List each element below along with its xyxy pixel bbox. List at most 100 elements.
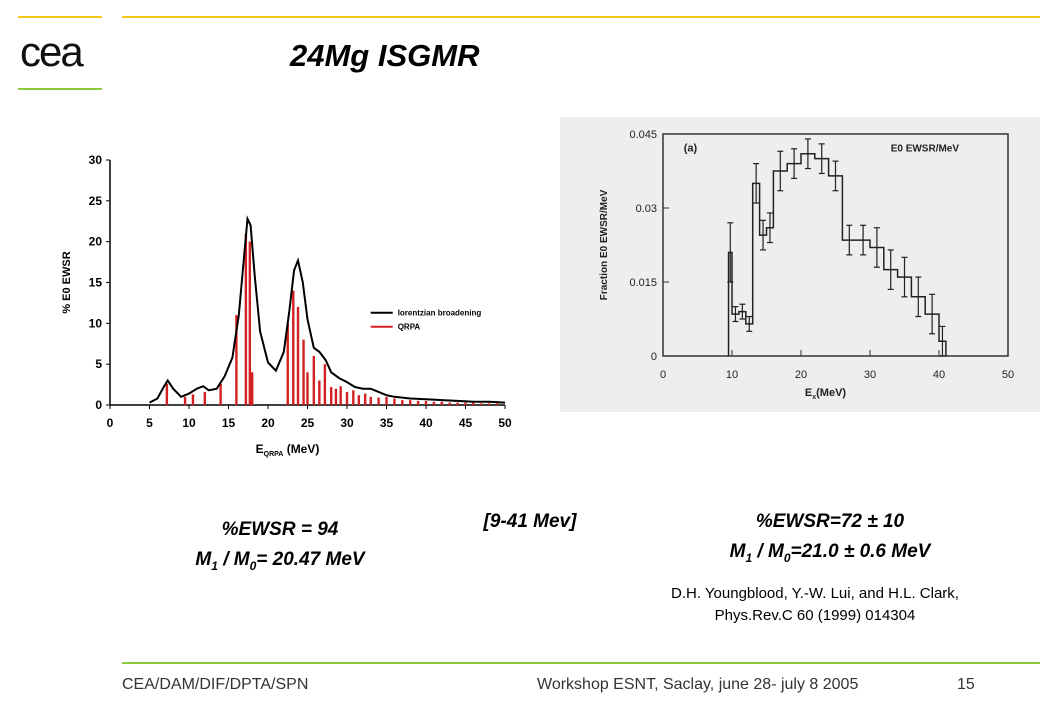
qrpa-bar [219,383,222,405]
logo-bottom-rule [18,88,102,90]
x-tick-label: 45 [459,416,473,430]
page-number: 15 [957,676,975,693]
qrpa-bar [401,400,404,405]
qrpa-bar [296,307,300,405]
range-label: [9-41 Mev] [483,511,577,532]
qrpa-bar [318,380,321,405]
qrpa-bar [393,398,396,405]
x-tick-label: 0 [107,416,114,430]
qrpa-bar [286,323,289,405]
y-tick-label: 30 [89,153,103,167]
x-tick-label: 35 [380,416,394,430]
qrpa-bar [292,290,295,405]
reference: D.H. Youngblood, Y.-W. Lui, and H.L. Cla… [610,583,1020,627]
qrpa-bar [306,372,309,405]
cea-logo: cea [20,32,86,74]
qrpa-bar [456,402,459,405]
qrpa-bar [440,401,443,405]
panel-label: (a) [684,142,698,154]
qrpa-bar [302,339,305,405]
y-tick-label: 15 [89,276,103,290]
y-tick-label: 0.015 [629,277,657,289]
slide-title: 24Mg ISGMR [290,38,480,73]
left-result: %EWSR = 94 M1 / M0= 20.47 MeV [140,515,420,581]
qrpa-bar [432,401,436,405]
reference-line-1: D.H. Youngblood, Y.-W. Lui, and H.L. Cla… [671,585,959,602]
footer-event: Workshop ESNT, Saclay, june 28- july 8 2… [537,676,859,693]
reference-line-2: Phys.Rev.C 60 (1999) 014304 [714,607,916,624]
footer-rule [122,662,1040,664]
qrpa-bar [251,372,254,405]
qrpa-bar [424,400,428,405]
legend-label-qrpa: QRPA [398,323,421,332]
legend-text: E0 EWSR/MeV [891,143,960,154]
logo-top-rule [18,16,102,18]
qrpa-bar [495,403,499,405]
ewsr-histogram [727,152,947,356]
x-tick-label: 30 [864,369,876,381]
qrpa-bar [191,394,195,405]
y-tick-label: 20 [89,235,103,249]
qrpa-bar [377,397,380,405]
qrpa-bar [488,403,491,405]
y-tick-label: 0.03 [636,203,657,215]
y-tick-label: 10 [89,316,103,330]
qrpa-bar [416,400,420,405]
legend-label-lorentzian: lorentzian broadening [398,309,482,318]
experimental-ewsr-chart: 0 0.015 0.03 0.045 0 10 20 30 40 50 Fraction E0 EW… [560,117,1040,412]
left-m1-m0: M1 / M0= 20.47 MeV [195,549,365,573]
right-ewsr-percent: %EWSR=72 ± 10 [755,511,905,532]
qrpa-bar [448,402,451,405]
x-tick-label: 25 [301,416,315,430]
qrpa-bar [203,391,206,405]
cea-logo-text: cea [20,32,84,74]
qrpa-bar [330,387,333,405]
x-tick-label: 50 [498,416,512,430]
qrpa-bar [352,390,355,405]
qrpa-bar [312,356,316,405]
header-rule [122,16,1040,18]
y-tick-label: 0 [95,398,102,412]
right-m1-m0: M1 / M0=21.0 ± 0.6 MeV [729,541,931,565]
qrpa-bar [480,403,483,405]
qrpa-bar [464,402,467,405]
y-tick-label: 0.045 [629,129,657,141]
x-tick-label: 10 [726,369,738,381]
qrpa-bar [248,241,252,405]
y-tick-label: 0 [651,351,657,363]
qrpa-bar [244,233,248,405]
x-tick-label: 0 [660,369,666,381]
qrpa-bar [323,364,327,405]
qrpa-ewsr-chart: 0 5 10 15 20 25 30 0 5 10 15 20 25 30 35 40 45 50 % E0 EWS… [61,153,512,458]
qrpa-bar [409,400,412,405]
qrpa-bar [472,402,475,405]
qrpa-bar [334,388,338,405]
qrpa-bar [385,396,388,405]
qrpa-bar [183,396,187,405]
qrpa-bar [339,386,342,405]
qrpa-bar [235,315,238,405]
x-tick-label: 30 [340,416,354,430]
x-axis-label: EQRPA (MeV) [256,442,320,458]
y-axis-label: Fraction E0 EWSR/MeV [599,189,610,300]
x-tick-label: 15 [222,416,236,430]
x-axis-label: Ex(MeV) [805,387,847,401]
left-ewsr-percent: %EWSR = 94 [221,519,339,540]
x-tick-label: 50 [1002,369,1014,381]
x-tick-label: 10 [182,416,196,430]
qrpa-bar [165,383,169,405]
lorentzian-broadening-line [149,215,506,404]
qrpa-bar [357,395,361,405]
y-tick-label: 25 [89,194,103,208]
scan-background [560,117,1040,412]
y-axis-label: % E0 EWSR [61,251,73,313]
qrpa-bar [363,393,367,405]
x-tick-label: 20 [795,369,807,381]
footer-organization: CEA/DAM/DIF/DPTA/SPN [122,676,309,693]
plot-frame [662,133,1009,357]
x-tick-label: 20 [261,416,275,430]
x-tick-label: 40 [933,369,945,381]
x-tick-label: 40 [419,416,433,430]
right-result: %EWSR=72 ± 10 M1 / M0=21.0 ± 0.6 MeV [665,507,995,573]
qrpa-bar [345,391,349,405]
